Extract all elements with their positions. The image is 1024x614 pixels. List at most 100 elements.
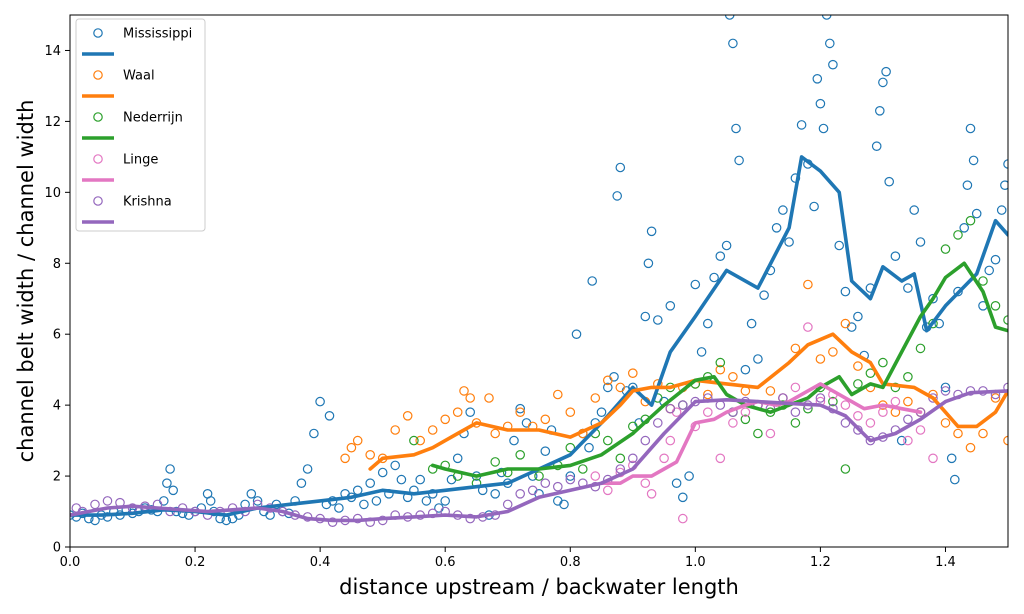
mississippi-point xyxy=(740,364,751,375)
mississippi-point xyxy=(759,290,769,300)
nederrijn-point xyxy=(409,435,419,446)
mississippi-point xyxy=(540,446,551,456)
x-tick-label: 1.4 xyxy=(935,555,956,570)
linge-point xyxy=(853,410,863,421)
krishna-point xyxy=(903,414,913,425)
waal-point xyxy=(627,368,638,378)
mississippi-point xyxy=(965,123,976,134)
x-tick-label: 0.2 xyxy=(185,555,206,570)
nederrijn-point xyxy=(965,215,976,226)
mississippi-point xyxy=(796,120,807,130)
waal-point xyxy=(940,418,951,428)
waal-point xyxy=(346,442,357,453)
mississippi-point xyxy=(996,205,1007,215)
mississippi-point xyxy=(753,354,763,364)
mississippi-point xyxy=(721,240,732,251)
waal-point xyxy=(365,449,375,460)
linge-point xyxy=(590,471,601,481)
waal-point xyxy=(427,425,438,435)
mississippi-point xyxy=(596,407,607,417)
x-tick-label: 1.0 xyxy=(685,555,706,570)
x-tick-label: 0.0 xyxy=(60,555,81,570)
legend-label-waal: Waal xyxy=(123,69,155,84)
mississippi-point xyxy=(949,474,960,485)
mississippi-point xyxy=(252,496,263,506)
waal-point xyxy=(515,407,525,417)
waal-point xyxy=(840,318,851,329)
krishna-point xyxy=(465,513,475,524)
mississippi-point xyxy=(440,496,450,506)
nederrijn-point xyxy=(828,396,838,407)
nederrijn-point xyxy=(790,418,801,428)
mississippi-point xyxy=(565,471,576,481)
nederrijn-point xyxy=(953,230,963,240)
mississippi-point xyxy=(746,318,757,329)
nederrijn-point xyxy=(840,464,851,474)
mississippi-point xyxy=(587,276,597,286)
x-tick-label: 1.2 xyxy=(810,555,831,570)
nederrijn-point xyxy=(615,453,626,464)
mississippi-point xyxy=(612,191,622,201)
mississippi-point xyxy=(690,279,701,290)
waal-point xyxy=(903,396,913,407)
legend-label-krishna: Krishna xyxy=(123,195,172,210)
nederrijn-point xyxy=(490,457,500,467)
linge-point xyxy=(840,400,851,410)
mississippi-point xyxy=(834,240,844,251)
krishna-point xyxy=(552,481,563,492)
legend-marker-nederrijn xyxy=(93,112,103,122)
krishna-point xyxy=(840,418,851,428)
waal-point xyxy=(565,407,576,417)
x-tick-label: 0.6 xyxy=(435,555,456,570)
krishna-point xyxy=(928,393,938,403)
krishna-point xyxy=(627,453,638,464)
linge-point xyxy=(702,407,713,417)
mississippi-point xyxy=(359,499,369,510)
linge-point xyxy=(677,513,688,524)
legend-marker-linge xyxy=(93,154,103,164)
linge-point xyxy=(728,418,738,428)
waal-point xyxy=(440,414,450,425)
mississippi-point xyxy=(962,180,973,190)
krishna-point xyxy=(665,403,676,414)
mississippi-point xyxy=(874,106,885,116)
mississippi-point xyxy=(881,66,891,77)
linge-point xyxy=(865,418,876,428)
nederrijn-point xyxy=(627,421,638,432)
mississippi-point xyxy=(571,329,582,339)
nederrijn-point xyxy=(577,464,588,474)
waal-point xyxy=(590,393,601,403)
mississippi-point xyxy=(643,258,654,269)
waal-point xyxy=(715,364,726,375)
nederrijn-point xyxy=(940,244,951,254)
mississippi-point xyxy=(946,453,957,464)
krishna-point xyxy=(515,488,525,499)
mississippi-point xyxy=(1000,180,1008,190)
krishna-trend-line xyxy=(70,389,1008,523)
krishna-point xyxy=(527,485,538,496)
waal-point xyxy=(728,371,738,382)
mississippi-point xyxy=(365,478,375,488)
linge-point xyxy=(878,407,888,417)
mississippi-point xyxy=(696,347,707,357)
mississippi-point xyxy=(671,478,682,488)
x-axis: 0.0 0.2 0.4 0.6 0.8 1.0 1.2 1.4 xyxy=(60,547,956,570)
mississippi-point xyxy=(953,286,963,297)
nederrijn-point xyxy=(515,449,525,460)
krishna-point xyxy=(640,435,651,446)
mississippi-point xyxy=(452,453,463,464)
mississippi-point xyxy=(302,464,313,474)
mississippi-point xyxy=(809,201,819,212)
waal-point xyxy=(615,382,626,393)
mississippi-point xyxy=(824,38,835,49)
x-tick-label: 0.8 xyxy=(560,555,581,570)
mississippi-point xyxy=(884,176,894,187)
mississippi-point xyxy=(771,223,782,233)
mississippi-point xyxy=(784,237,794,247)
linge-point xyxy=(659,453,669,464)
nederrijn-point xyxy=(740,414,751,425)
legend-marker-mississippi xyxy=(93,28,103,38)
mississippi-point xyxy=(840,286,851,297)
mississippi-point xyxy=(309,428,319,439)
waal-point xyxy=(352,435,363,446)
